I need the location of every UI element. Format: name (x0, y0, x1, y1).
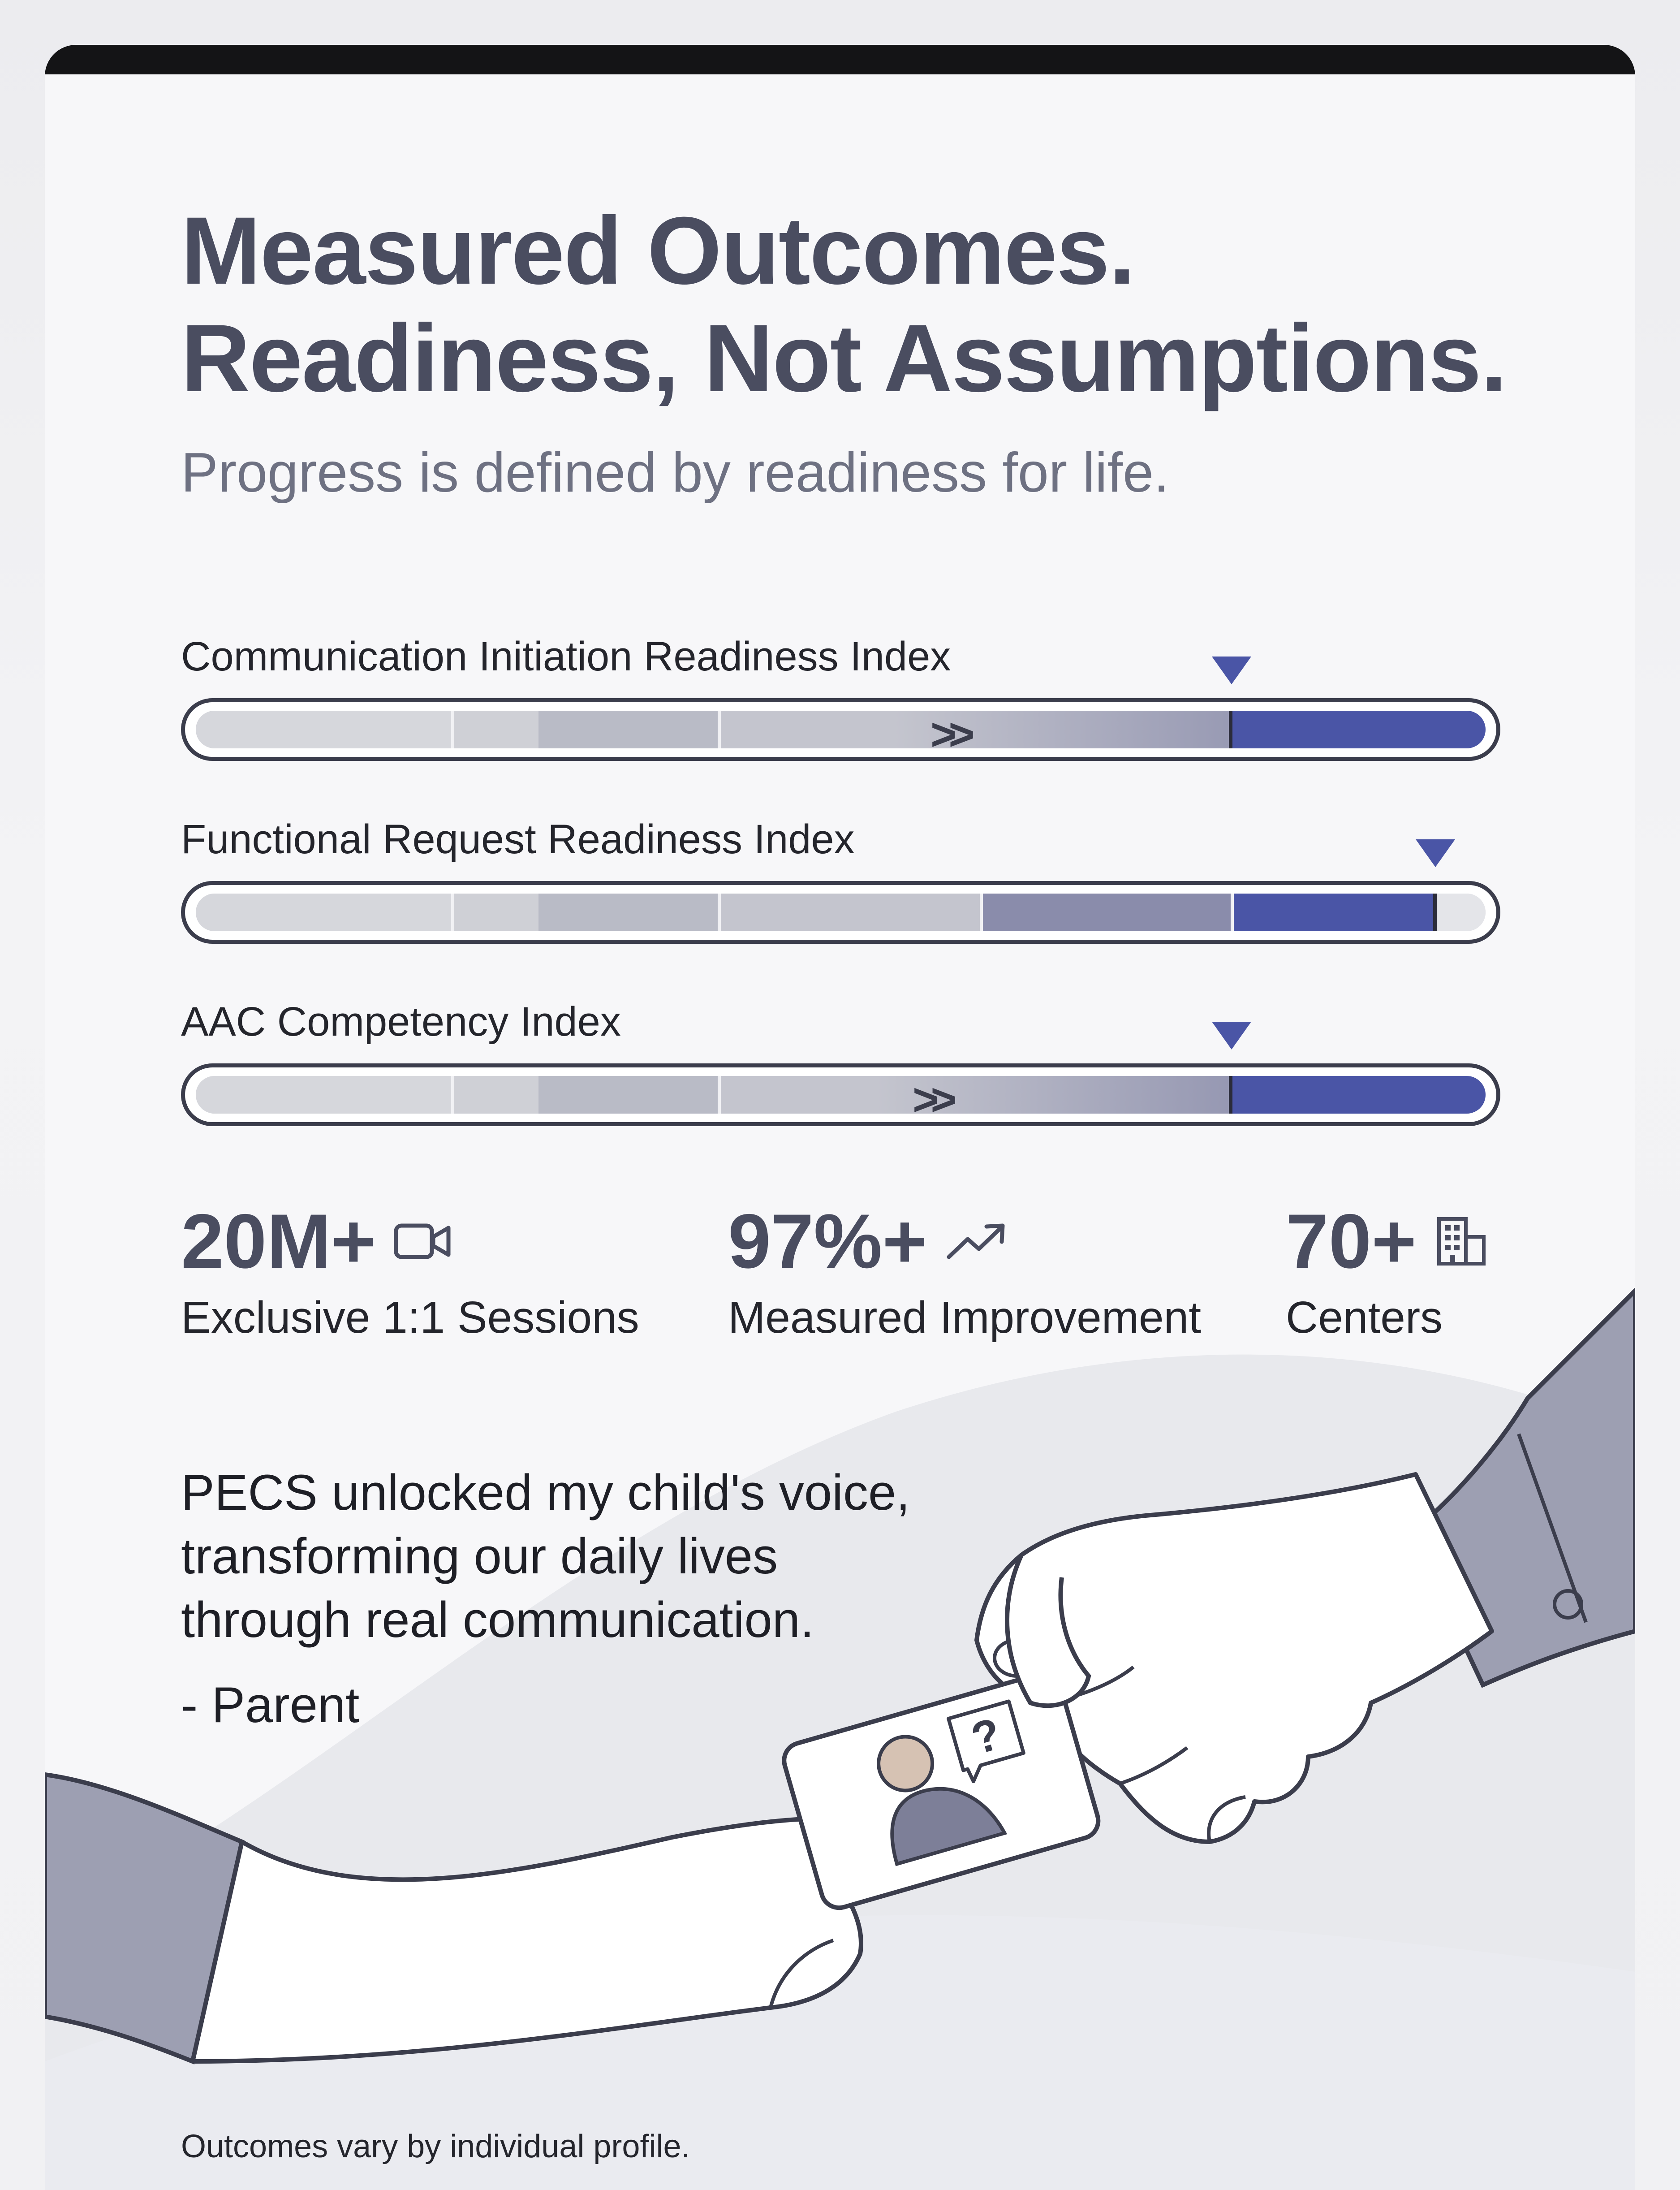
index-label-communication: Communication Initiation Readiness Index (181, 634, 951, 679)
person-body (890, 1787, 1008, 1866)
index-marker-aac (1212, 1022, 1251, 1050)
index-bar-communication: >> (181, 698, 1500, 761)
sleeve-button (1553, 1589, 1583, 1620)
page-title: Measured Outcomes. Readiness, Not Assump… (181, 197, 1507, 412)
picture-card: ? (782, 1671, 1101, 1910)
stat-centers-value: 70+ (1286, 1199, 1488, 1284)
index-bar-functional-request (181, 881, 1500, 944)
index-label-functional-request: Functional Request Readiness Index (181, 816, 855, 862)
index-bar-aac: >> (181, 1063, 1500, 1126)
stat-improvement-label: Measured Improvement (728, 1292, 1202, 1343)
speech-bubble (947, 1699, 1025, 1784)
infographic-card: ? Measured Outcomes. Readiness, Not Assu… (45, 45, 1635, 2190)
footnote: Outcomes vary by individual profile. (181, 2129, 690, 2164)
building-icon (1437, 1217, 1486, 1266)
stat-sessions-label: Exclusive 1:1 Sessions (181, 1292, 639, 1343)
testimonial-attribution: - Parent (181, 1677, 360, 1733)
page-subtitle: Progress is defined by readiness for lif… (181, 442, 1169, 504)
index-marker-functional-request (1416, 839, 1455, 867)
testimonial-quote: PECS unlocked my child's voice, transfor… (181, 1464, 910, 1648)
trend-up-icon (947, 1223, 1005, 1259)
progress-chevron-icon: >> (913, 1076, 957, 1114)
stat-sessions-value: 20M+ (181, 1199, 452, 1284)
title-line-2: Readiness, Not Assumptions. (181, 305, 1507, 412)
stat-centers-label: Centers (1286, 1292, 1443, 1343)
top-bar (45, 45, 1635, 74)
person-head (877, 1735, 935, 1793)
title-line-1: Measured Outcomes. (181, 197, 1135, 304)
stat-improvement-value: 97%+ (728, 1199, 1008, 1284)
adult-hand (974, 1472, 1494, 1844)
progress-chevron-icon: >> (930, 711, 975, 748)
video-camera-icon (394, 1223, 451, 1259)
index-marker-communication (1212, 657, 1251, 684)
hands-exchange-illustration: ? (45, 1287, 1635, 2190)
index-label-aac: AAC Competency Index (181, 999, 621, 1045)
